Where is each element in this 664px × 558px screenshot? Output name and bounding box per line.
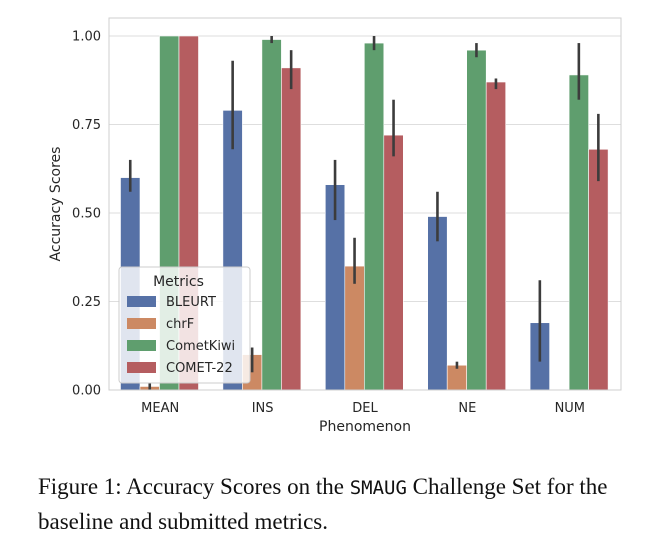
- x-axis-ticks: MEAN INS DEL NE NUM: [141, 401, 585, 416]
- legend-label-comet-22: COMET-22: [166, 361, 233, 376]
- bar-chrf-del: [344, 265, 365, 391]
- y-tick-label: 1.00: [72, 30, 101, 45]
- caption-dataset-name: SMAUG: [349, 477, 407, 499]
- legend-label-cometkiwi: CometKiwi: [166, 339, 235, 354]
- bar-cometkiwi-num: [568, 74, 589, 391]
- legend: Metrics BLEURT chrF CometKiwi COMET-22: [118, 266, 251, 384]
- legend-title: Metrics: [153, 274, 204, 290]
- bar-comet-22-ne: [485, 81, 507, 391]
- bar-chart: 0.00 0.25 0.50 0.75 1.00 MEAN INS DEL NE NUM Phe…: [48, 17, 622, 435]
- y-axis-ticks: 0.00 0.25 0.50 0.75 1.00: [72, 30, 101, 399]
- legend-label-chrf: chrF: [166, 317, 194, 332]
- caption-prefix: Figure 1: Accuracy Scores on the: [38, 474, 350, 499]
- y-tick-label: 0.50: [72, 207, 101, 222]
- error-bars: [128, 36, 600, 390]
- figure-caption: Figure 1: Accuracy Scores on the SMAUG C…: [38, 470, 648, 538]
- bar-comet-22-ins: [281, 67, 302, 391]
- legend-swatch-bleurt: [127, 296, 156, 307]
- bar-cometkiwi-del: [363, 42, 385, 391]
- bar-comet-22-del: [383, 134, 404, 391]
- y-tick-label: 0.25: [72, 295, 101, 310]
- x-tick-label: NUM: [555, 401, 585, 416]
- x-tick-label: MEAN: [141, 401, 179, 416]
- y-axis-title: Accuracy Scores: [48, 147, 64, 262]
- bar-cometkiwi-ins: [261, 39, 282, 391]
- legend-swatch-comet-22: [127, 362, 156, 373]
- legend-swatch-chrf: [127, 318, 156, 329]
- bar-comet-22-num: [588, 148, 609, 391]
- x-tick-label: NE: [458, 401, 476, 416]
- x-tick-label: INS: [252, 401, 274, 416]
- x-axis-title: Phenomenon: [319, 419, 411, 435]
- caption-suffix: Challenge Set for the baseline and submi…: [38, 474, 608, 534]
- y-tick-label: 0.75: [72, 118, 101, 133]
- x-tick-label: DEL: [352, 401, 378, 416]
- plot-frame: [108, 17, 622, 391]
- bar-cometkiwi-ne: [466, 49, 487, 391]
- legend-swatch-cometkiwi: [127, 340, 156, 351]
- legend-label-bleurt: BLEURT: [166, 295, 216, 310]
- bar-chrf-ne: [446, 364, 468, 391]
- bar-bleurt-ne: [427, 216, 448, 391]
- y-tick-label: 0.00: [72, 384, 101, 399]
